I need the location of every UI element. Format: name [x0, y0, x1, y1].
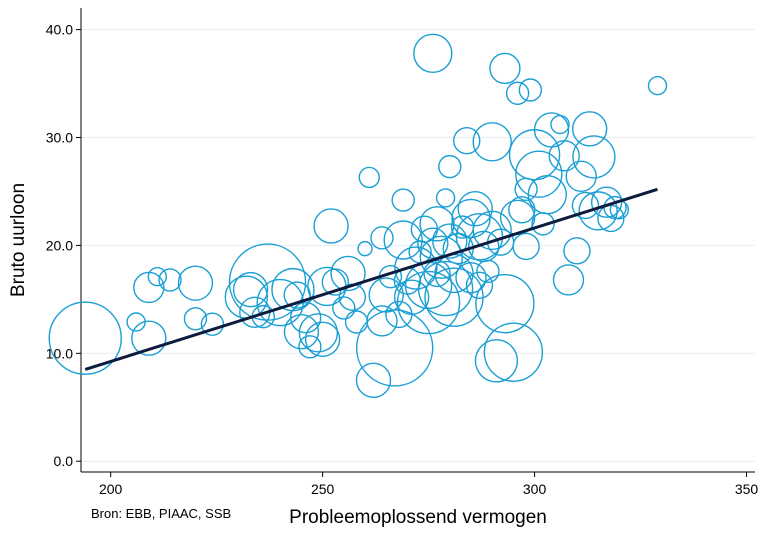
bubble-point	[304, 321, 341, 357]
y-tick-label: 20.0	[46, 237, 73, 253]
bubble-point	[453, 127, 481, 155]
fit-line-group	[84, 187, 658, 371]
bubble-point	[330, 255, 366, 292]
y-tick-label: 10.0	[46, 345, 73, 361]
bubble-point	[391, 188, 415, 212]
bubble-point	[476, 259, 500, 283]
bubble-point	[647, 75, 668, 96]
bubble-point	[565, 160, 597, 193]
bubble-point	[321, 268, 350, 296]
bubble-point	[177, 265, 214, 301]
bubble-point	[571, 191, 600, 220]
bubble-point	[572, 135, 616, 179]
bubble-point	[515, 150, 563, 198]
bubble-point	[563, 237, 591, 265]
bubble-point	[432, 223, 468, 259]
x-tick-label: 350	[735, 481, 759, 497]
bubble-point	[417, 260, 474, 317]
y-tick-label: 30.0	[46, 129, 73, 145]
bubble-point	[512, 232, 540, 261]
source-note: Bron: EBB, PIAAC, SSB	[91, 506, 232, 521]
bubble-point	[370, 226, 394, 250]
bubble-point	[474, 339, 519, 383]
bubble-point	[147, 266, 168, 287]
bubble-point	[394, 246, 438, 290]
bubble-point	[590, 186, 623, 218]
bubble-point	[283, 314, 320, 350]
bubble-point	[183, 307, 208, 331]
data-points	[48, 33, 668, 398]
bubble-point	[332, 296, 356, 320]
bubble-point	[413, 33, 453, 74]
bubble-point	[417, 227, 449, 259]
bubble-point	[472, 210, 512, 250]
bubble-point	[505, 81, 530, 105]
bubble-point	[527, 174, 567, 215]
bubble-point	[438, 154, 462, 179]
bubble-point	[313, 208, 349, 244]
bubble-point	[475, 273, 535, 334]
bubble-point	[518, 78, 543, 102]
bubble-point	[550, 114, 570, 135]
axes: 0.0 10.0 20.0 30.0 40.0 200 250 300 350	[46, 8, 759, 497]
bubble-point	[158, 268, 182, 292]
y-tick-label: 0.0	[54, 453, 74, 469]
bubble-point	[457, 191, 493, 227]
bubble-point	[548, 140, 580, 172]
bubble-point	[465, 271, 494, 300]
bubble-point	[355, 362, 392, 398]
bubble-point	[383, 220, 423, 260]
bubble-point	[472, 122, 512, 162]
bubble-point	[483, 322, 544, 382]
x-tick-label: 250	[311, 481, 335, 497]
bubble-point	[224, 275, 269, 319]
bubble-point	[355, 309, 434, 387]
bubble-point	[358, 166, 380, 189]
bubble-point	[48, 301, 122, 375]
bubble-point	[435, 188, 456, 208]
bubble-point	[419, 206, 455, 242]
x-axis-title: Probleemoplossend vermogen	[289, 507, 547, 528]
bubble-point	[578, 191, 618, 231]
bubble-point	[455, 262, 487, 294]
x-tick-label: 300	[523, 481, 547, 497]
bubble-point	[489, 52, 521, 85]
bubble-point	[396, 270, 461, 335]
bubble-point	[232, 271, 269, 308]
bubble-point	[298, 313, 339, 353]
bubble-point	[423, 259, 451, 288]
bubble-point	[357, 240, 373, 257]
y-axis-title: Bruto uurloon	[8, 183, 29, 297]
y-tick-label: 40.0	[46, 22, 73, 38]
bubble-point	[200, 312, 225, 336]
x-tick-label: 200	[99, 481, 123, 497]
bubble-point	[298, 335, 322, 359]
bubble-point	[419, 235, 464, 279]
bubble-point	[228, 243, 307, 321]
bubble-point	[393, 279, 430, 315]
bubble-point	[571, 111, 608, 147]
bubble-point	[131, 320, 167, 356]
fit-line	[84, 187, 658, 371]
bubble-point	[552, 264, 585, 296]
bubble-point	[344, 310, 369, 334]
bubble-point	[289, 301, 322, 334]
